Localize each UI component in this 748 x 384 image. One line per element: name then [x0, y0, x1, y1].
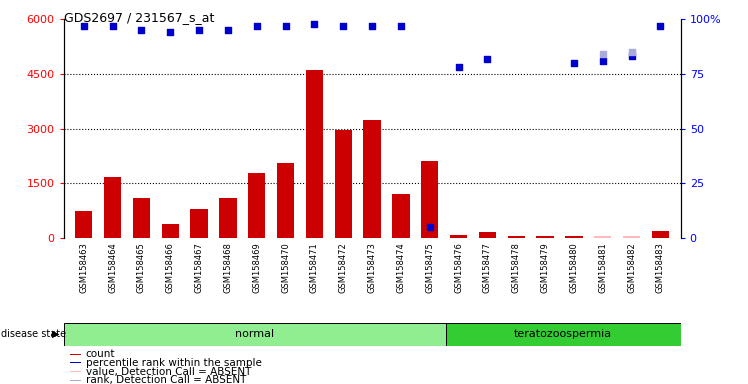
Point	[78, 23, 90, 29]
Point	[165, 29, 177, 35]
Text: teratozoospermia: teratozoospermia	[514, 329, 612, 339]
Text: GSM158472: GSM158472	[339, 242, 348, 293]
Text: percentile rank within the sample: percentile rank within the sample	[86, 358, 262, 368]
Point	[280, 23, 292, 29]
Point	[453, 64, 465, 70]
Text: GSM158475: GSM158475	[426, 242, 435, 293]
Bar	[508, 236, 525, 238]
Bar	[70, 362, 81, 363]
Text: GSM158471: GSM158471	[310, 242, 319, 293]
Bar	[248, 173, 266, 238]
Bar	[565, 237, 583, 238]
Bar	[364, 119, 381, 238]
Bar	[70, 380, 81, 381]
Point	[222, 27, 234, 33]
Text: count: count	[86, 349, 115, 359]
Text: GSM158483: GSM158483	[656, 242, 665, 293]
Point	[135, 27, 147, 33]
Text: ▶: ▶	[52, 329, 60, 339]
Text: disease state: disease state	[1, 329, 66, 339]
Text: GSM158481: GSM158481	[598, 242, 607, 293]
Bar	[446, 323, 681, 346]
Point	[193, 27, 205, 33]
Bar	[652, 231, 669, 238]
Bar	[191, 209, 208, 238]
Text: GSM158463: GSM158463	[79, 242, 88, 293]
Point	[654, 23, 666, 29]
Text: GSM158465: GSM158465	[137, 242, 146, 293]
Text: GSM158479: GSM158479	[541, 242, 550, 293]
Point	[597, 58, 609, 64]
Text: GSM158476: GSM158476	[454, 242, 463, 293]
Bar	[104, 177, 121, 238]
Bar	[162, 224, 179, 238]
Text: GSM158468: GSM158468	[224, 242, 233, 293]
Point	[107, 23, 119, 29]
Bar	[70, 371, 81, 372]
Text: GSM158477: GSM158477	[483, 242, 492, 293]
Text: GSM158482: GSM158482	[627, 242, 636, 293]
Point	[251, 23, 263, 29]
Point	[597, 51, 609, 57]
Point	[424, 224, 436, 230]
Bar	[64, 323, 446, 346]
Bar	[306, 70, 323, 238]
Point	[568, 60, 580, 66]
Bar	[421, 162, 438, 238]
Bar	[219, 198, 236, 238]
Point	[337, 23, 349, 29]
Text: GSM158473: GSM158473	[367, 242, 377, 293]
Point	[366, 23, 378, 29]
Bar	[277, 163, 294, 238]
Bar	[623, 236, 640, 238]
Text: GSM158464: GSM158464	[108, 242, 117, 293]
Point	[625, 49, 637, 55]
Text: GSM158478: GSM158478	[512, 242, 521, 293]
Bar	[536, 237, 554, 238]
Point	[625, 53, 637, 60]
Text: normal: normal	[235, 329, 275, 339]
Text: rank, Detection Call = ABSENT: rank, Detection Call = ABSENT	[86, 375, 246, 384]
Bar	[75, 211, 93, 238]
Bar	[133, 198, 150, 238]
Point	[482, 56, 494, 62]
Point	[308, 20, 320, 26]
Text: value, Detection Call = ABSENT: value, Detection Call = ABSENT	[86, 366, 251, 377]
Text: GSM158474: GSM158474	[396, 242, 405, 293]
Text: GSM158470: GSM158470	[281, 242, 290, 293]
Text: GDS2697 / 231567_s_at: GDS2697 / 231567_s_at	[64, 12, 214, 25]
Text: GSM158480: GSM158480	[569, 242, 578, 293]
Bar	[450, 235, 468, 238]
Bar	[392, 194, 410, 238]
Bar	[594, 236, 611, 238]
Bar	[334, 131, 352, 238]
Point	[395, 23, 407, 29]
Bar	[70, 354, 81, 355]
Text: GSM158469: GSM158469	[252, 242, 261, 293]
Bar	[479, 232, 496, 238]
Text: GSM158466: GSM158466	[166, 242, 175, 293]
Text: GSM158467: GSM158467	[194, 242, 203, 293]
